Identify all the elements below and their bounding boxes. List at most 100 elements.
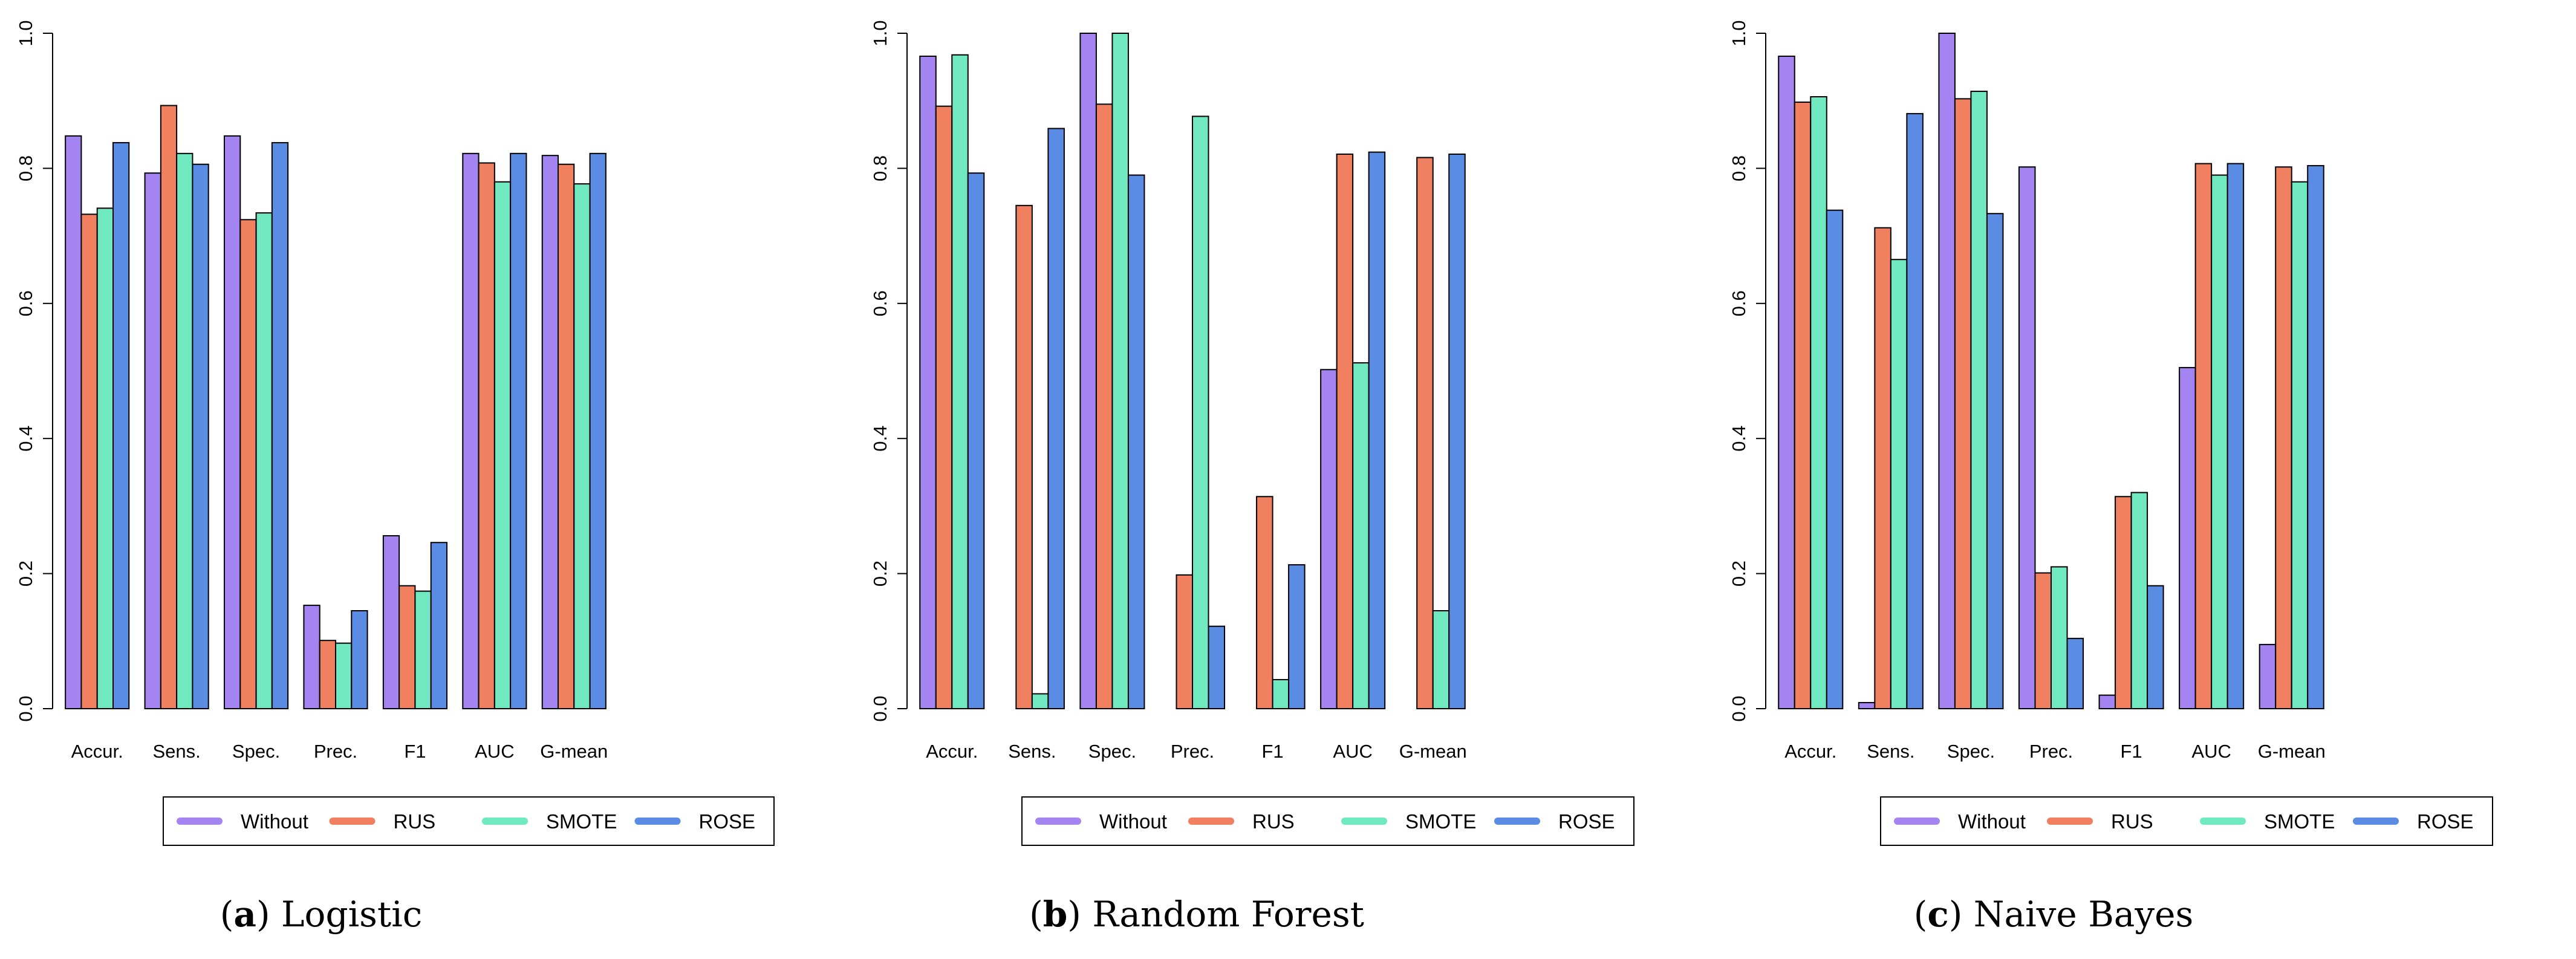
bar-accur-rus	[80, 213, 98, 709]
bar-prec-smote	[335, 642, 353, 709]
x-tick-label-f1: F1	[1261, 741, 1283, 762]
bar-prec-rus	[1176, 574, 1194, 709]
bar-accur-rose	[112, 141, 130, 710]
bar-auc-rose	[2226, 163, 2245, 709]
bar-spec-rose	[1986, 213, 2004, 709]
bar-auc-rose	[1368, 151, 1386, 710]
bar-prec-rus	[2034, 572, 2052, 709]
y-tick-label: 0.6	[870, 290, 891, 316]
bar-spec-without	[1938, 33, 1956, 709]
y-tick-label: 0.4	[870, 426, 891, 452]
y-tick-label: 1.0	[1728, 20, 1749, 46]
legend-label-without: Without	[241, 810, 308, 833]
bar-accur-without	[1778, 55, 1795, 709]
bar-f1-without	[382, 535, 400, 709]
bar-f1-without	[2098, 694, 2116, 710]
x-tick-label-sens: Sens.	[153, 741, 201, 762]
x-tick-label-prec: Prec.	[2029, 741, 2073, 762]
bar-f1-smote	[414, 590, 432, 710]
bar-prec-smote	[1192, 115, 1209, 710]
bar-spec-rus	[239, 219, 257, 709]
bar-sens-rose	[192, 163, 209, 709]
y-tick-label: 0.8	[870, 155, 891, 181]
caption-open-paren: (	[1914, 894, 1928, 935]
bar-auc-rus	[478, 162, 495, 709]
x-tick-label-auc: AUC	[1333, 741, 1372, 762]
legend-label-rus: RUS	[2111, 810, 2153, 833]
y-tick-label: 0.8	[15, 155, 36, 181]
bar-g-mean-rus	[558, 163, 575, 709]
legend-label-rose: ROSE	[2417, 810, 2474, 833]
x-tick-label-g-mean: G-mean	[2258, 741, 2326, 762]
legend-label-without: Without	[1958, 810, 2026, 833]
bar-auc-rose	[510, 152, 527, 710]
bar-auc-rus	[2194, 163, 2213, 709]
bar-g-mean-rose	[2307, 164, 2324, 709]
bar-prec-rus	[319, 640, 337, 709]
chart-panel-logistic: 0.0 0.2 0.4 0.6 0.8 1.0 Accur. Sens. Spec. Prec. F…	[15, 20, 775, 935]
y-tick-label: 0.2	[15, 561, 36, 587]
caption-title: ) Logistic	[256, 894, 422, 935]
x-tick-label-accur: Accur.	[926, 741, 978, 762]
x-tick-label-g-mean: G-mean	[1399, 741, 1467, 762]
x-tick-label-spec: Spec.	[1947, 741, 1995, 762]
legend-label-rus: RUS	[1252, 810, 1295, 833]
bar-auc-without	[2179, 366, 2196, 709]
chart-panel-random-forest: 0.0 0.2 0.4 0.6 0.8 1.0 Accur. Sens. Spec. Prec. F…	[870, 20, 1634, 935]
y-tick-label: 0.0	[870, 695, 891, 721]
bar-auc-without	[462, 152, 480, 710]
bar-g-mean-rose	[589, 152, 607, 710]
bar-prec-rose	[351, 610, 368, 709]
bar-auc-smote	[1352, 362, 1370, 709]
bar-g-mean-without	[2259, 643, 2277, 710]
y-tick-label: 1.0	[15, 20, 36, 46]
caption-letter: a	[233, 894, 256, 935]
legend: Without RUS SMOTE ROSE	[163, 796, 775, 846]
bar-sens-rose	[1906, 112, 1924, 710]
x-tick-label-sens: Sens.	[1867, 741, 1914, 762]
bar-g-mean-without	[541, 155, 559, 709]
bar-accur-rose	[967, 172, 985, 709]
x-tick-label-f1: F1	[404, 741, 426, 762]
y-tick-label: 0.2	[870, 561, 891, 587]
bar-f1-rose	[430, 542, 448, 710]
bar-sens-smote	[1031, 693, 1049, 710]
panel-caption: (a) Logistic	[220, 894, 423, 935]
bar-spec-rus	[1954, 98, 1972, 709]
bar-g-mean-rus	[1416, 157, 1434, 709]
chart-panel-naive-bayes: 0.0 0.2 0.4 0.6 0.8 1.0 Accur. Sens. Spec. Prec. F…	[1728, 20, 2493, 935]
y-tick-label: 0.0	[15, 695, 36, 721]
bar-accur-rus	[1794, 101, 1812, 709]
panel-caption: (c) Naive Bayes	[1914, 894, 2194, 935]
bar-prec-rose	[2066, 637, 2084, 710]
x-tick-label-prec: Prec.	[314, 741, 357, 762]
bar-f1-rus	[2115, 496, 2132, 710]
y-tick-label: 0.0	[1728, 695, 1749, 721]
y-tick-label: 1.0	[870, 20, 891, 46]
legend: Without RUS SMOTE ROSE	[1021, 796, 1634, 846]
bar-spec-rose	[271, 141, 289, 710]
x-tick-label-accur: Accur.	[71, 741, 123, 762]
legend-label-rus: RUS	[394, 810, 436, 833]
bar-accur-without	[919, 55, 937, 709]
y-tick-label: 0.6	[15, 290, 36, 316]
x-tick-label-spec: Spec.	[232, 741, 280, 762]
bar-accur-without	[65, 135, 82, 709]
x-tick-label-f1: F1	[2120, 741, 2142, 762]
bar-accur-smote	[1810, 96, 1827, 710]
bar-f1-rose	[1288, 564, 1306, 709]
bar-sens-smote	[1890, 259, 1908, 709]
bar-g-mean-rus	[2275, 166, 2292, 709]
bar-spec-smote	[1970, 91, 1988, 709]
bar-sens-smote	[176, 152, 194, 710]
bar-auc-smote	[493, 181, 512, 709]
bar-auc-rus	[1336, 153, 1354, 709]
bar-g-mean-rose	[1448, 153, 1466, 709]
y-tick-label: 0.2	[1728, 561, 1749, 587]
x-tick-label-sens: Sens.	[1008, 741, 1056, 762]
bar-prec-without	[2018, 166, 2036, 709]
caption-open-paren: (	[220, 894, 234, 935]
x-tick-label-prec: Prec.	[1171, 741, 1214, 762]
y-tick-label: 0.8	[1728, 155, 1749, 181]
